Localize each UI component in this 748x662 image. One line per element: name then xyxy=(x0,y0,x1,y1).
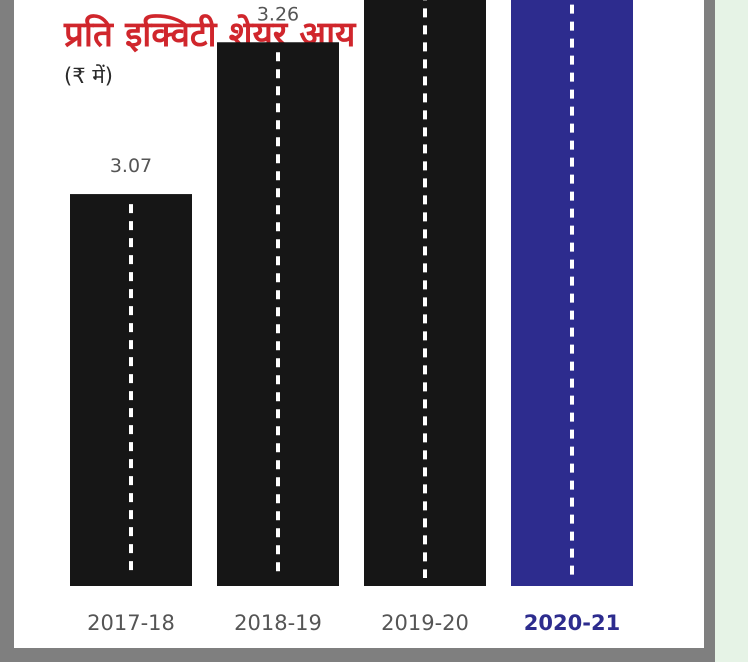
category-label-2020-21: 2020-21 xyxy=(524,611,620,635)
category-label-2019-20: 2019-20 xyxy=(381,611,469,635)
chart-panel: प्रति इक्विटी शेयर आय (₹ में) 3.07 2017-1… xyxy=(14,0,704,648)
category-label-2017-18: 2017-18 xyxy=(87,611,175,635)
unit-label: (₹ में) xyxy=(64,64,113,88)
value-label-2017-18: 3.07 xyxy=(110,155,152,177)
chart-frame: प्रति इक्विटी शेयर आय (₹ में) 3.07 2017-1… xyxy=(0,0,715,662)
value-label-2018-19: 3.26 xyxy=(257,3,299,25)
category-label-2018-19: 2018-19 xyxy=(234,611,322,635)
bar-2019-20 xyxy=(364,0,486,586)
background-strip xyxy=(715,0,748,662)
bar-chart: 3.072017-183.262018-193.402019-203.66202… xyxy=(70,0,633,635)
